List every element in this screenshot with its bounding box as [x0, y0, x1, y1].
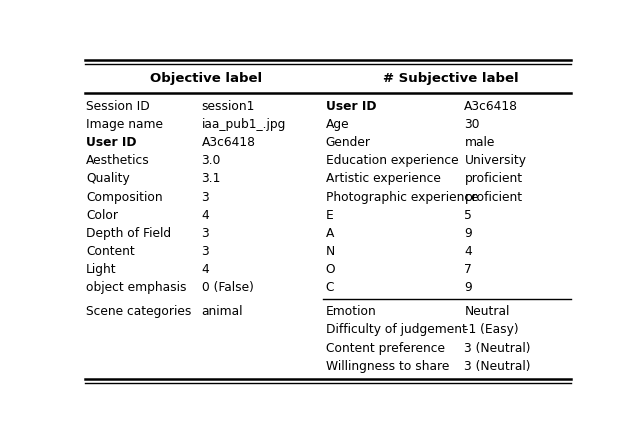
Text: 9: 9: [465, 227, 472, 240]
Text: proficient: proficient: [465, 191, 522, 204]
Text: 3: 3: [202, 191, 209, 204]
Text: 4: 4: [202, 263, 209, 276]
Text: Gender: Gender: [326, 136, 371, 149]
Text: Depth of Field: Depth of Field: [86, 227, 171, 240]
Text: 7: 7: [465, 263, 472, 276]
Text: 0 (False): 0 (False): [202, 281, 253, 295]
Text: Scene categories: Scene categories: [86, 305, 191, 318]
Text: Image name: Image name: [86, 118, 163, 131]
Text: 30: 30: [465, 118, 480, 131]
Text: 3 (Neutral): 3 (Neutral): [465, 342, 531, 355]
Text: # Subjective label: # Subjective label: [383, 72, 518, 85]
Text: Artistic experience: Artistic experience: [326, 173, 440, 185]
Text: session1: session1: [202, 100, 255, 113]
Text: C: C: [326, 281, 334, 295]
Text: object emphasis: object emphasis: [86, 281, 186, 295]
Text: Session ID: Session ID: [86, 100, 150, 113]
Text: Aesthetics: Aesthetics: [86, 154, 150, 167]
Text: 3.0: 3.0: [202, 154, 221, 167]
Text: University: University: [465, 154, 527, 167]
Text: 3.1: 3.1: [202, 173, 221, 185]
Text: User ID: User ID: [326, 100, 376, 113]
Text: 9: 9: [465, 281, 472, 295]
Text: male: male: [465, 136, 495, 149]
Text: Age: Age: [326, 118, 349, 131]
Text: 3: 3: [202, 245, 209, 258]
Text: Emotion: Emotion: [326, 305, 376, 318]
Text: Light: Light: [86, 263, 116, 276]
Text: O: O: [326, 263, 335, 276]
Text: 3: 3: [202, 227, 209, 240]
Text: Quality: Quality: [86, 173, 130, 185]
Text: Objective label: Objective label: [150, 72, 262, 85]
Text: Composition: Composition: [86, 191, 163, 204]
Text: Difficulty of judgement: Difficulty of judgement: [326, 323, 467, 336]
Text: Color: Color: [86, 209, 118, 222]
Text: proficient: proficient: [465, 173, 522, 185]
Text: N: N: [326, 245, 335, 258]
Text: 3 (Neutral): 3 (Neutral): [465, 360, 531, 373]
Text: animal: animal: [202, 305, 243, 318]
Text: A3c6418: A3c6418: [202, 136, 255, 149]
Text: -1 (Easy): -1 (Easy): [465, 323, 519, 336]
Text: 4: 4: [465, 245, 472, 258]
Text: iaa_pub1_.jpg: iaa_pub1_.jpg: [202, 118, 286, 131]
Text: 5: 5: [465, 209, 472, 222]
Text: E: E: [326, 209, 333, 222]
Text: A3c6418: A3c6418: [465, 100, 518, 113]
Text: 4: 4: [202, 209, 209, 222]
Text: Neutral: Neutral: [465, 305, 510, 318]
Text: Content preference: Content preference: [326, 342, 445, 355]
Text: Education experience: Education experience: [326, 154, 458, 167]
Text: Willingness to share: Willingness to share: [326, 360, 449, 373]
Text: Content: Content: [86, 245, 134, 258]
Text: User ID: User ID: [86, 136, 136, 149]
Text: Photographic experience: Photographic experience: [326, 191, 478, 204]
Text: A: A: [326, 227, 334, 240]
